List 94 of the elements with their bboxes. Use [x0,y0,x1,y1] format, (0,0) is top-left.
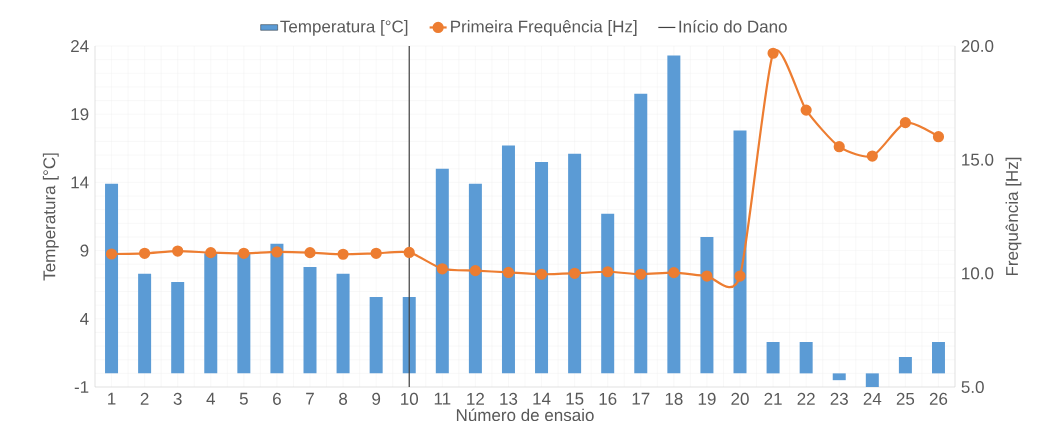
bar [667,55,681,374]
bar [799,341,813,374]
point [535,268,548,280]
bar [634,93,648,374]
point [436,263,448,275]
bar [171,281,185,374]
point [899,117,911,129]
x-tick-label: 22 [797,392,815,405]
bar [568,153,582,374]
bar [898,356,912,374]
x-tick-label: 1 [108,392,116,405]
x-tick-label: 7 [306,392,314,405]
point [635,268,647,280]
point [271,246,283,258]
x-tick-label: 9 [372,392,381,405]
bar [369,296,383,374]
x-tick-label: 11 [434,392,451,405]
y-axis-title: Temperatura [°C] [42,153,59,281]
y2-tick-label: 5.0 [961,380,984,394]
bar [138,273,152,374]
legend-label: Primeira Frequência [Hz] [451,20,637,36]
x-tick-label: 23 [830,392,848,405]
point [932,131,945,143]
bar [402,296,416,374]
x-tick-label: 18 [665,392,683,405]
bar [700,236,714,374]
point [734,270,746,282]
bar [832,373,846,381]
point [238,247,250,259]
point [569,267,581,279]
point [105,248,118,260]
x-tick-label: 5 [239,392,248,405]
y-tick-label: 4 [80,312,89,325]
x-tick-label: 25 [896,392,915,405]
point [469,265,481,277]
bar [204,253,218,374]
x-tick-label: 17 [632,392,650,405]
point [370,247,382,259]
bar [336,273,350,374]
x-tick-label: 21 [764,392,782,405]
bar [270,243,284,374]
point [139,247,151,259]
point [172,245,184,257]
y-tick-label: 14 [71,176,89,189]
x-tick-label: 10 [401,392,419,405]
x-tick-label: 3 [173,392,182,405]
legend-label: Início do Dano [679,19,787,33]
bar [931,341,945,374]
point [304,247,316,259]
x-tick-label: 4 [206,392,215,405]
bar [435,168,449,374]
bar [733,130,747,374]
point [602,266,614,278]
y-tick-label: -1 [74,381,89,393]
point [866,150,878,162]
y2-tick-label: 10.0 [962,267,994,280]
y2-tick-label: 15.0 [962,153,994,166]
point [337,248,349,260]
point [668,267,680,279]
bar [468,183,482,374]
x-tick-label: 26 [929,392,948,405]
x-tick-label: 24 [863,392,882,405]
y2-tick-label: 20.0 [961,39,994,53]
x-tick-label: 2 [140,392,149,405]
point [767,47,779,59]
y-tick-label: 24 [71,40,89,52]
legend-label: Temperatura [°C] [280,20,408,36]
x-tick-label: 14 [533,392,551,405]
x-tick-label: 6 [273,392,281,405]
point [833,141,845,153]
point [701,270,713,282]
x-tick-label: 19 [698,392,716,405]
bar [501,145,515,374]
x-tick-label: 15 [566,392,584,405]
x-axis-title: Número de ensaio [456,408,594,422]
y-tick-label: 19 [71,108,89,121]
x-tick-label: 13 [500,392,518,405]
bar [766,341,780,374]
point [403,246,415,259]
x-tick-label: 16 [599,392,617,405]
bar [303,266,317,374]
point [205,247,217,259]
bar [865,373,879,387]
bar [535,161,549,374]
bar [105,183,119,374]
x-tick-label: 20 [731,392,749,405]
point [800,104,812,116]
x-tick-label: 12 [467,392,484,405]
y-tick-label: 9 [80,244,89,257]
point [502,266,515,279]
bar [601,213,615,374]
bar [237,253,251,374]
x-tick-label: 8 [339,392,348,405]
y2-axis-title: Frequência [Hz] [1005,157,1022,276]
